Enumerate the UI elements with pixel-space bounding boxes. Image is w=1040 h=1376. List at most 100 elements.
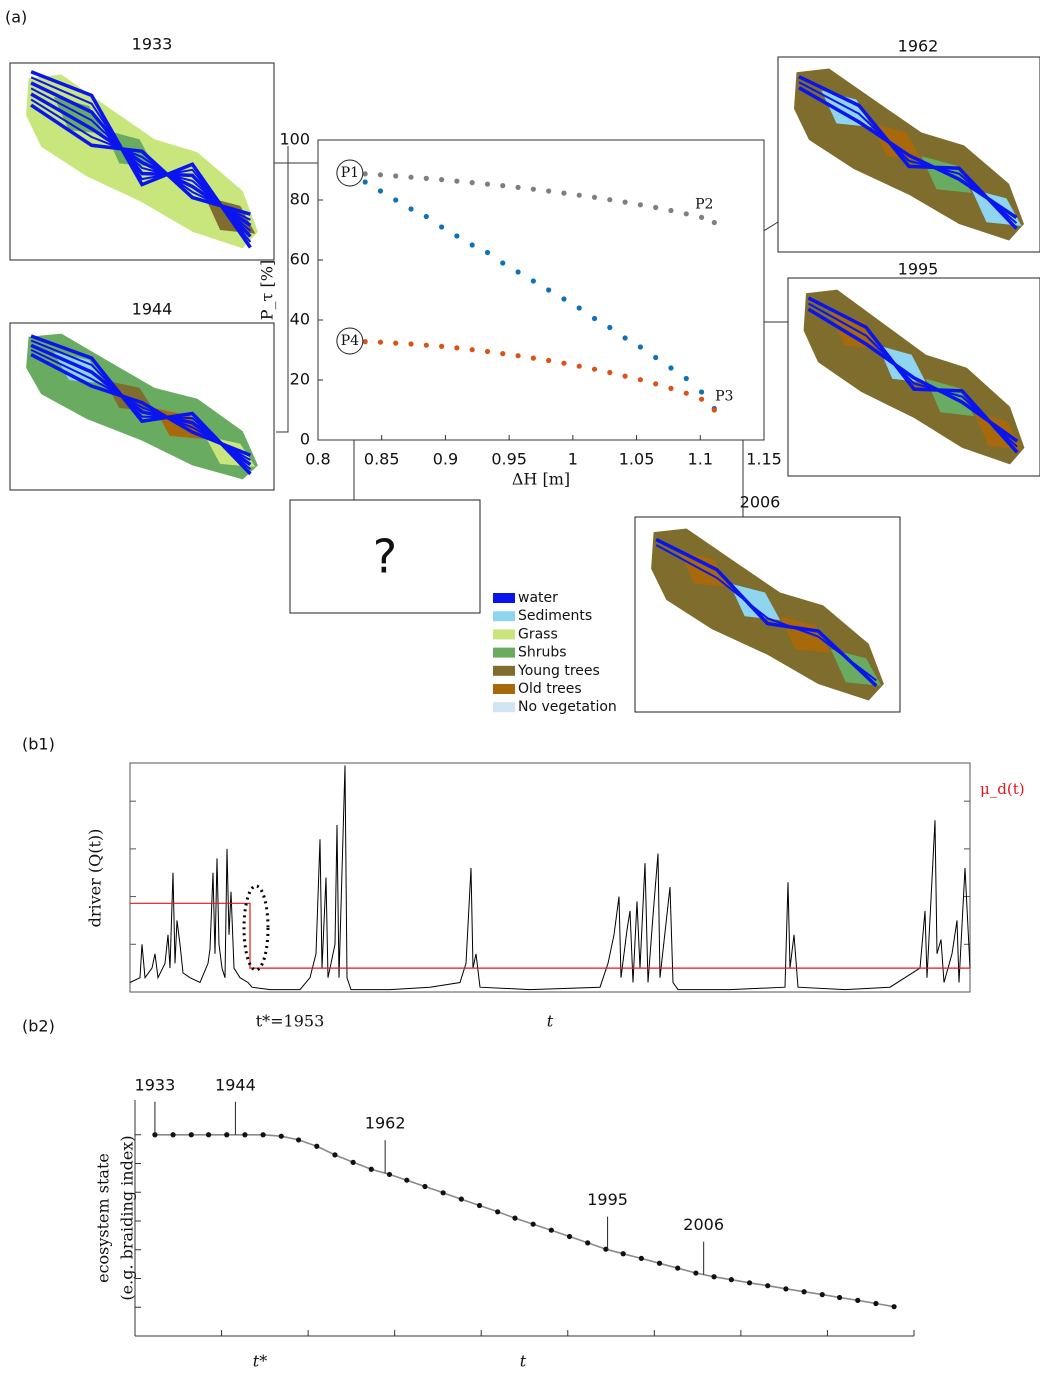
data-point [622,335,628,341]
panel-label: (a) [5,8,27,27]
data-point [500,183,506,189]
data-point [607,197,613,203]
y-tick-label: 0 [300,430,310,449]
data-point [393,173,399,179]
map-river [30,343,252,467]
y-tick-label: 80 [290,190,310,209]
annotation-circle [336,327,364,355]
data-point [668,207,674,214]
data-point [439,343,445,349]
data-point [530,186,536,192]
data-point [377,188,384,194]
data-point [423,213,429,220]
x-axis-label: t [547,1012,554,1031]
data-point [607,324,613,331]
data-point [377,172,384,178]
data-point [393,340,399,346]
data-point [170,1132,176,1138]
data-point [836,1294,843,1301]
y-tick-label: 40 [290,310,310,329]
data-point [314,1143,320,1149]
data-point [295,1137,302,1143]
data-point [515,269,521,275]
map-river [655,544,877,682]
data-point [530,278,536,284]
data-point [683,375,689,382]
data-point [653,381,659,387]
data-point [495,1209,501,1215]
map-title: 1962 [898,37,939,56]
data-point [638,1255,644,1261]
data-point [591,315,598,322]
legend-label: Old trees [518,681,582,697]
data-point [576,305,582,311]
data-point [656,1260,663,1266]
x-tick-label: 1 [568,450,578,469]
data-point [591,194,598,200]
panel-label: (b1) [22,735,55,754]
data-point [422,1183,428,1190]
legend-swatch [493,665,515,676]
x-tick-label: 1.05 [619,450,655,469]
data-point [675,1265,681,1271]
data-point [484,181,491,187]
map-title: 2006 [740,493,781,512]
data-point [408,206,414,212]
data-point [698,396,705,402]
data-point [242,1132,248,1138]
series-label: μ_d(t) [980,780,1025,798]
map-title: 1933 [132,35,173,54]
map-river [655,537,878,688]
data-point [458,1196,464,1202]
annotation: P2 [695,197,713,213]
data-point [224,1132,230,1138]
data-point [698,214,705,220]
year-label: 1933 [135,1075,176,1094]
data-point [368,1166,374,1172]
annotation: P4 [341,333,359,349]
plot-frame [317,139,765,441]
data-point [711,407,717,413]
y-axis-label: P_τ [%] [258,260,277,320]
map-river [798,75,1018,230]
data-point [439,224,445,230]
data-point [561,296,567,302]
data-point [515,184,521,190]
x-tick-label: 0.8 [305,450,330,469]
data-point [637,377,643,383]
map-river [30,92,252,227]
data-point [891,1304,897,1310]
data-point [765,1283,771,1289]
data-point [653,354,659,361]
data-point [439,177,445,183]
data-point [469,242,475,248]
map-river [807,307,1019,443]
data-point [362,179,368,185]
data-point [500,351,506,357]
data-point [668,385,674,391]
data-point [188,1132,194,1138]
data-point [576,363,582,369]
plot-frame [129,762,971,993]
data-point [408,174,414,180]
data-point [561,190,567,196]
unknown-map: ? [373,530,397,584]
map-patch [780,616,831,653]
data-point [546,287,552,293]
data-point [683,390,689,396]
data-point [566,1233,573,1240]
legend-label: No vegetation [518,699,617,715]
data-point [801,1289,807,1295]
data-point [546,357,552,364]
map-patch [871,123,922,160]
data-point [404,1177,410,1183]
data-point [332,1152,338,1158]
data-point [454,345,460,351]
x-tick-label: 1.15 [746,450,782,469]
data-point [637,344,643,350]
y-tick-label: 60 [290,250,310,269]
data-point [622,373,628,379]
map-river [30,353,252,457]
map-title: 1995 [898,260,939,279]
